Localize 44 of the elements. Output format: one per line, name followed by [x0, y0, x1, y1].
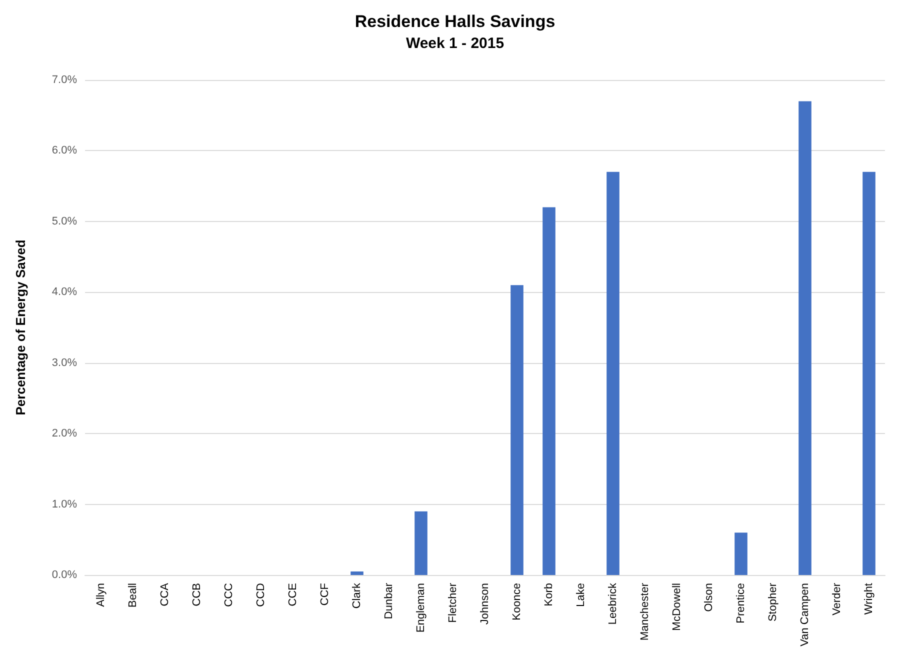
- x-tick-label: CCA: [159, 582, 171, 606]
- y-axis-title: Percentage of Energy Saved: [13, 240, 28, 416]
- x-tick-label: Olson: [703, 583, 715, 612]
- x-tick-label: McDowell: [671, 583, 683, 631]
- x-tick-label: CCB: [191, 583, 203, 606]
- x-tick-label: Verder: [831, 582, 843, 616]
- bar: [798, 101, 812, 575]
- x-tick-label: Fletcher: [447, 582, 459, 623]
- x-tick-label: Dunbar: [383, 582, 395, 620]
- x-tick-label: Korb: [543, 583, 555, 606]
- x-tick-label: CCF: [319, 582, 331, 606]
- x-tick-label: Leebrick: [607, 582, 619, 625]
- x-tick-label: Manchester: [639, 582, 651, 640]
- x-tick-label: CCC: [223, 582, 235, 607]
- bar: [862, 172, 876, 575]
- bar: [510, 285, 524, 575]
- y-tick-label: 2.0%: [52, 428, 78, 440]
- y-tick-label: 3.0%: [52, 356, 78, 369]
- x-tick-label: Wright: [863, 583, 875, 615]
- x-tick-label: Clark: [351, 582, 363, 609]
- bar: [542, 207, 556, 575]
- x-tick-label: Beall: [127, 583, 139, 608]
- x-tick-label: Engleman: [415, 583, 427, 633]
- y-tick-label: 6.0%: [52, 144, 78, 157]
- y-tick-label: 0.0%: [52, 569, 78, 581]
- y-tick-label: 4.0%: [52, 286, 78, 298]
- bar: [350, 571, 364, 575]
- x-tick-label: Allyn: [95, 583, 107, 607]
- bar: [606, 172, 620, 575]
- x-tick-label: CCE: [287, 583, 299, 606]
- y-tick-label: 7.0%: [52, 74, 78, 86]
- bar: [414, 511, 428, 575]
- x-tick-label: Stopher: [767, 582, 779, 622]
- x-tick-label: Prentice: [735, 583, 747, 624]
- x-tick-label: Koonce: [511, 583, 523, 620]
- bar: [734, 532, 748, 575]
- x-tick-label: Johnson: [479, 583, 491, 625]
- x-tick-label: Lake: [575, 583, 587, 607]
- y-tick-label: 5.0%: [52, 215, 78, 228]
- x-tick-label: Van Campen: [799, 583, 811, 646]
- chart-title: Residence Halls Savings: [354, 12, 556, 31]
- x-tick-label: CCD: [255, 582, 267, 607]
- y-tick-label: 1.0%: [52, 498, 78, 510]
- chart-subtitle: Week 1 - 2015: [406, 35, 504, 52]
